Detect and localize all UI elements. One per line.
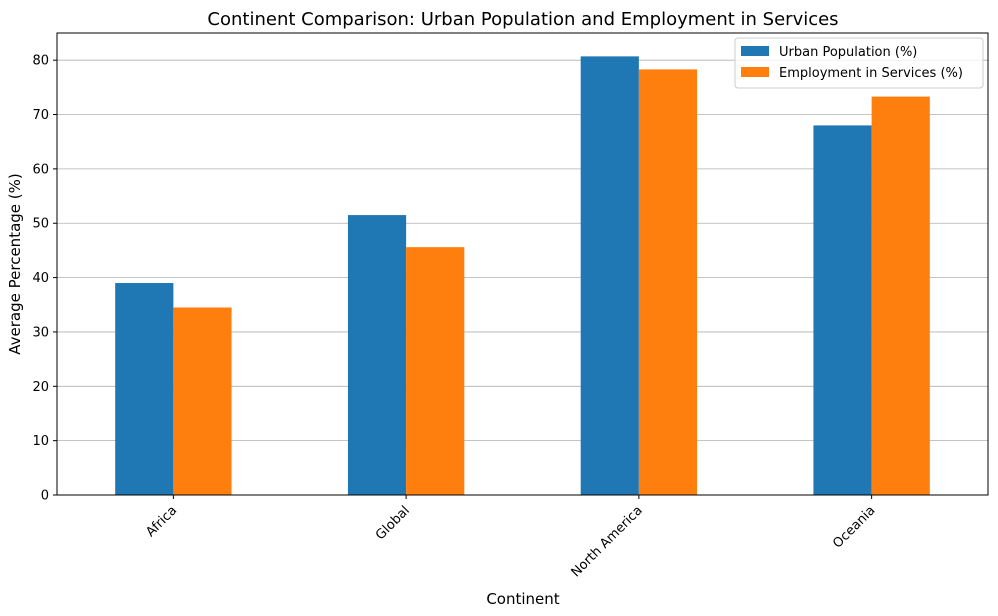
bar <box>173 307 232 495</box>
y-tick-label: 40 <box>32 271 49 286</box>
legend-entry-label: Urban Population (%) <box>779 45 917 60</box>
bar <box>871 96 930 495</box>
y-axis-label: Average Percentage (%) <box>6 173 24 354</box>
bar <box>813 125 872 496</box>
x-axis-ticks: Africa Global North America Oceania <box>143 495 878 580</box>
legend-swatch <box>741 46 769 56</box>
legend-swatch <box>741 67 769 77</box>
x-axis-label: Continent <box>486 590 559 608</box>
chart-title: Continent Comparison: Urban Population a… <box>207 9 838 30</box>
y-tick-label: 30 <box>32 325 49 340</box>
legend-box <box>734 37 984 89</box>
y-tick-label: 50 <box>32 217 49 232</box>
y-tick-label: 60 <box>32 162 49 177</box>
y-tick-label: 80 <box>32 54 49 69</box>
x-tick-label: North America <box>569 503 646 580</box>
bar <box>406 247 465 495</box>
x-tick-label: Africa <box>143 503 180 540</box>
legend: Urban Population (%) Employment in Servic… <box>734 37 984 89</box>
plot-frame <box>56 32 989 496</box>
x-tick-label: Global <box>373 503 413 543</box>
bar <box>347 215 407 496</box>
bars <box>115 56 930 496</box>
bar <box>580 56 639 495</box>
bar <box>115 283 174 495</box>
y-axis-ticks: 0 10 20 30 40 50 60 70 80 <box>32 54 57 504</box>
x-tick-label: Oceania <box>830 503 878 551</box>
y-tick-label: 70 <box>32 108 49 123</box>
bar <box>638 69 698 495</box>
y-tick-label: 20 <box>32 380 49 395</box>
legend-entry-label: Employment in Services (%) <box>779 66 963 81</box>
y-tick-label: 10 <box>32 434 49 449</box>
y-tick-label: 0 <box>41 489 49 504</box>
